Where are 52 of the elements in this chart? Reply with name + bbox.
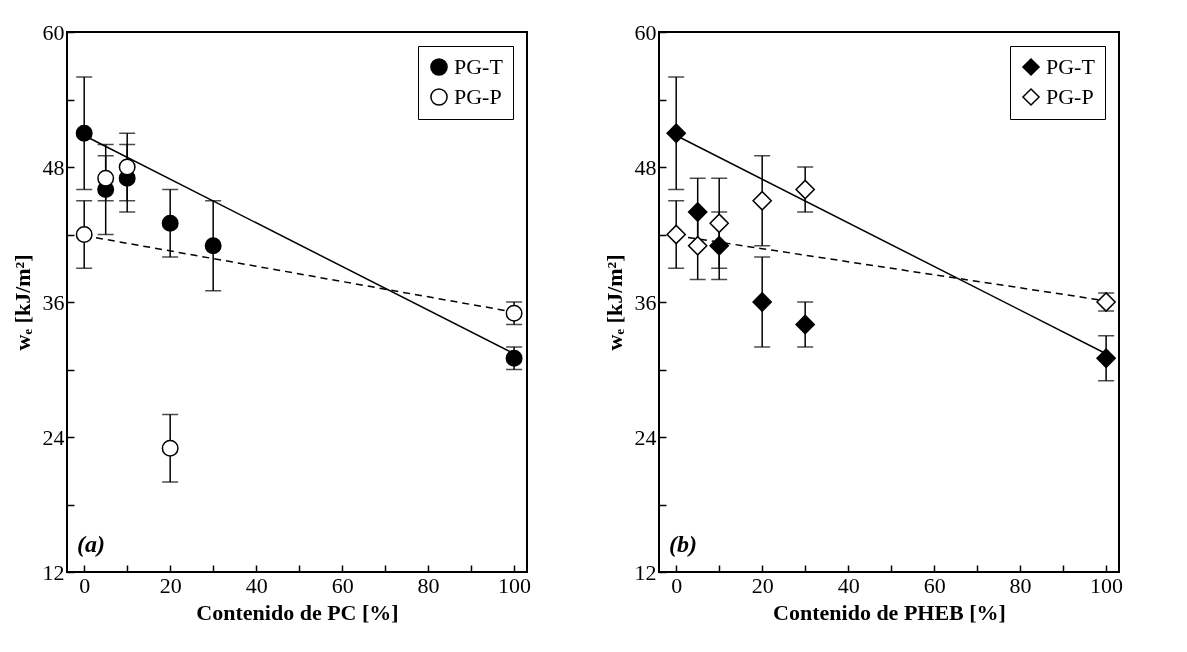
point [795,314,815,335]
y-tick-label: 36 [634,289,657,315]
x-tick-label: 100 [1090,572,1124,598]
annotation: (a) [77,531,105,557]
legend-label: PG-T [454,54,504,79]
point [666,224,687,245]
point [161,439,179,457]
x-tick-label: 60 [331,572,354,598]
y-tick-label: 24 [634,424,657,450]
y-tick-label: 60 [42,19,65,45]
point [161,214,179,232]
y-tick-label: 60 [634,19,657,45]
x-tick-label: 20 [751,572,774,598]
point [687,202,708,222]
point [75,226,93,243]
point [118,158,136,176]
annotation: (b) [669,531,697,557]
point [752,190,773,211]
y-axis-title: wₑ [kJ/m²] [601,254,627,351]
point [1096,348,1116,369]
legend-label: PG-P [1046,84,1094,109]
point [505,349,523,367]
x-tick-label: 40 [245,572,268,598]
y-tick-label: 24 [42,424,65,450]
y-tick-label: 48 [634,154,657,180]
x-tick-label: 80 [1009,572,1032,598]
x-tick-label: 40 [837,572,860,598]
point [709,213,730,234]
point [204,237,222,255]
x-tick-label: 100 [498,572,532,598]
y-tick-label: 48 [42,154,65,180]
point [505,304,523,322]
y-tick-label: 12 [42,559,65,585]
x-tick-label: 0 [671,572,683,598]
x-tick-label: 20 [159,572,182,598]
point [687,235,708,256]
x-axis-title: Contenido de PC [%] [196,599,399,625]
y-tick-label: 12 [634,559,657,585]
legend-label: PG-T [1046,54,1096,79]
point [752,292,773,312]
x-tick-label: 0 [79,572,91,598]
y-axis-title: wₑ [kJ/m²] [9,254,35,351]
x-axis-title: Contenido de PHEB [%] [773,599,1006,625]
legend-label: PG-P [454,84,502,109]
y-tick-label: 36 [42,289,65,315]
point [795,179,815,200]
x-tick-label: 60 [923,572,946,598]
x-tick-label: 80 [417,572,440,598]
point [97,169,115,187]
point [666,123,687,144]
point [75,124,93,142]
point [709,235,730,256]
